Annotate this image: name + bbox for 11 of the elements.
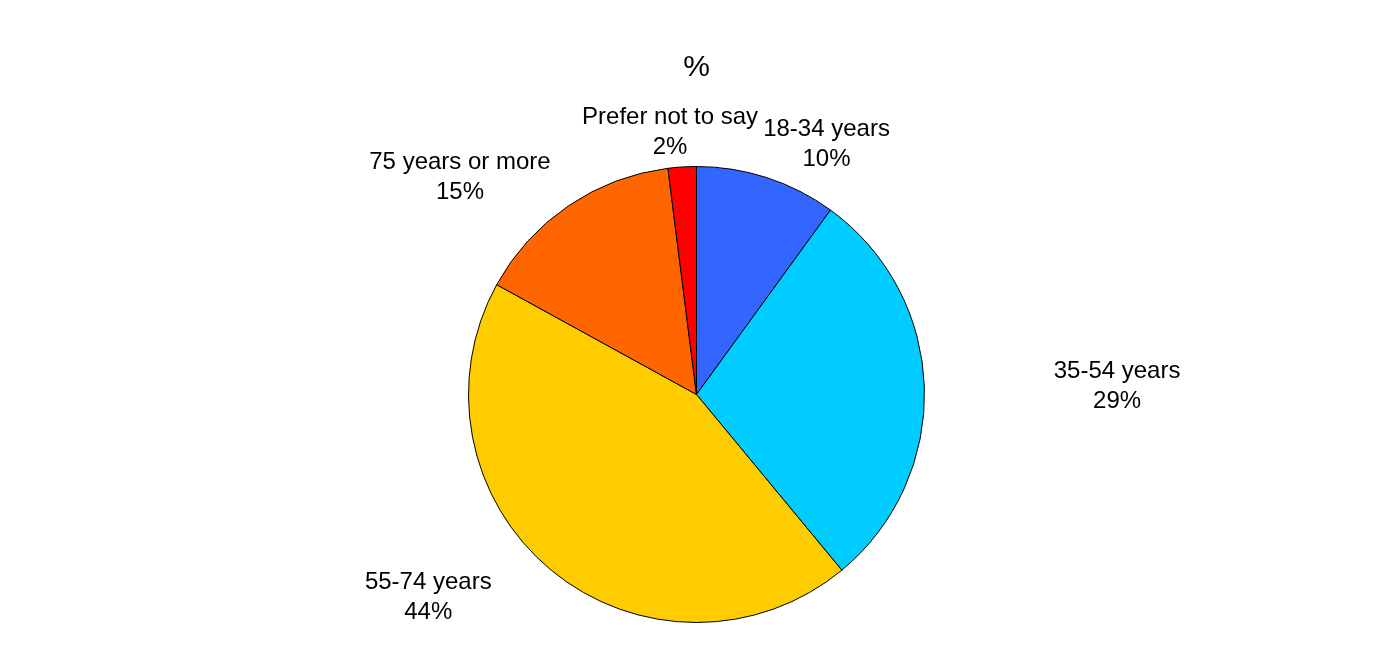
data-label: 29% — [1093, 385, 1142, 413]
chart-title: % — [683, 49, 710, 83]
data-label: 10% — [802, 144, 851, 171]
data-label: 44% — [404, 596, 453, 624]
slice-label: Prefer not to say — [582, 101, 759, 129]
slice-label: 35-54 years — [1053, 355, 1181, 383]
data-label: 15% — [435, 176, 484, 204]
slice-label: 55-74 years — [364, 566, 492, 594]
slice-label: 75 years or more — [369, 146, 551, 174]
data-label: 2% — [652, 131, 688, 159]
slice-label: 18-34 years — [763, 114, 890, 141]
